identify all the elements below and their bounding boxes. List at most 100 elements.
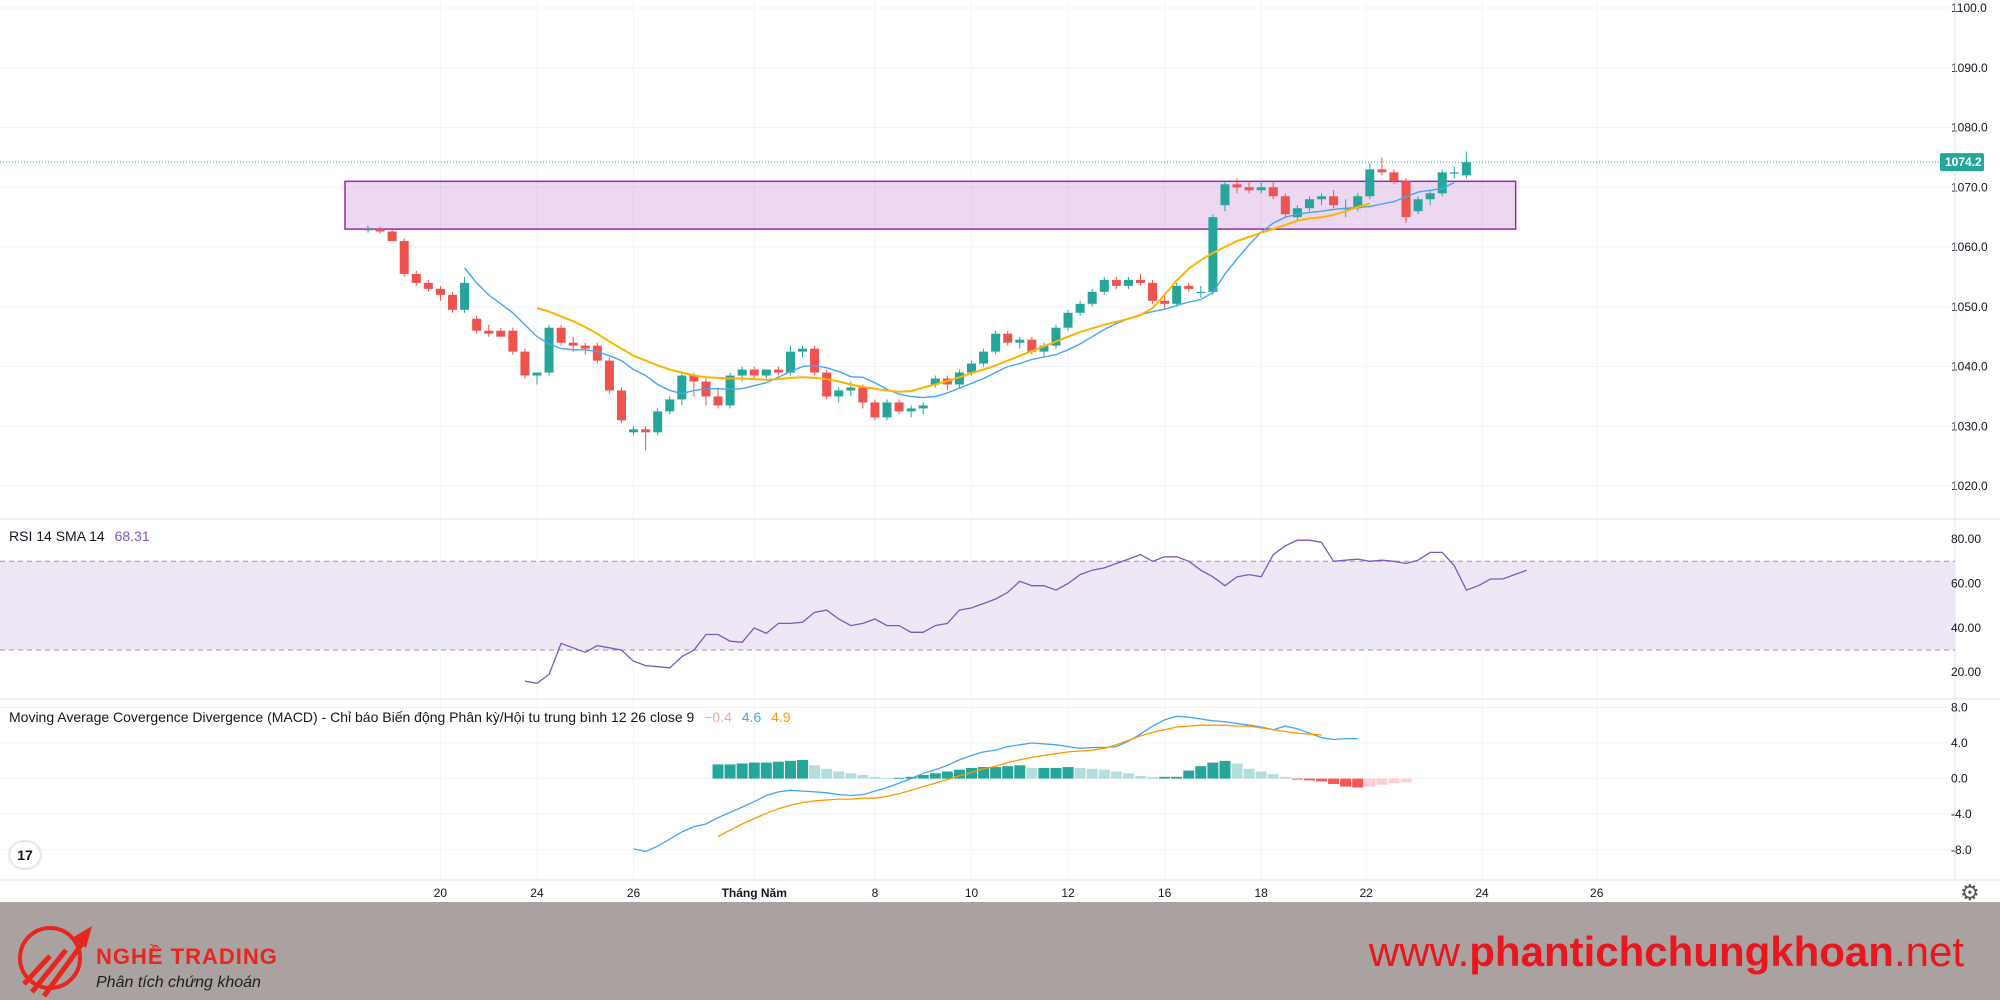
macd-histogram-bar — [905, 776, 917, 779]
macd-histogram-bar — [917, 775, 929, 779]
macd-legend-name: Moving Average Covergence Divergence (MA… — [9, 709, 695, 725]
candle — [1292, 205, 1302, 221]
candle-body — [411, 273, 421, 283]
candle — [689, 372, 699, 397]
candle — [556, 324, 566, 346]
macd-histogram-bar — [893, 777, 905, 779]
macd-histogram-bar — [1134, 775, 1146, 779]
macd-histogram-bar — [869, 776, 881, 779]
tradingview-logo-icon[interactable]: 17 — [10, 842, 40, 868]
rsi-legend[interactable]: RSI 14 SMA 14 68.31 — [9, 528, 156, 544]
candle — [1003, 330, 1013, 346]
gear-icon[interactable]: ⚙ — [1960, 880, 1980, 905]
candle-body — [822, 372, 832, 397]
time-axis-label: 10 — [965, 886, 979, 900]
stock-chart[interactable]: 1020.01030.01040.01050.01060.01070.01080… — [0, 0, 2000, 902]
macd-axis-label: -8.0 — [1951, 843, 1972, 857]
candle-body — [435, 288, 445, 295]
rsi-legend-value: 68.31 — [114, 528, 150, 544]
macd-histogram-bar — [1050, 767, 1062, 779]
candle-body — [1329, 196, 1339, 206]
macd-histogram-bar — [1183, 770, 1195, 779]
macd-histogram-bar — [1074, 767, 1086, 779]
macd-signal-line — [717, 724, 1322, 837]
candle — [1172, 282, 1182, 307]
time-axis-label: 22 — [1360, 886, 1374, 900]
candle — [1437, 169, 1447, 197]
candle-body — [1232, 184, 1242, 188]
macd-histogram-bar — [784, 760, 796, 779]
macd-axis-label: 4.0 — [1951, 736, 1968, 750]
candle — [894, 399, 904, 415]
candle-body — [979, 351, 989, 364]
candle-body — [954, 372, 964, 385]
macd-histogram-bar — [797, 759, 809, 779]
candle — [1256, 181, 1266, 194]
macd-histogram-bar — [1026, 767, 1038, 779]
macd-legend[interactable]: Moving Average Covergence Divergence (MA… — [9, 709, 797, 725]
candle — [447, 291, 457, 313]
macd-histogram-bar — [1207, 762, 1219, 779]
candle-body — [930, 378, 940, 385]
candle — [411, 270, 421, 286]
candle-body — [846, 387, 856, 391]
candle — [484, 324, 494, 337]
candle — [423, 279, 433, 292]
candle-body — [665, 399, 675, 412]
candle-body — [629, 429, 639, 433]
candle-body — [472, 318, 482, 331]
price-axis-label: 1070.0 — [1951, 180, 1988, 194]
candle — [653, 408, 663, 436]
candle-body — [1317, 196, 1327, 200]
brand-tagline: Phân tích chứng khoán — [96, 974, 261, 991]
candle-body — [1039, 345, 1049, 352]
candle-body — [1280, 196, 1290, 215]
macd-histogram-bar — [821, 768, 833, 779]
candle — [363, 225, 373, 233]
candle-body — [1437, 172, 1447, 194]
macd-histogram-bar — [1267, 774, 1279, 779]
macd-line — [633, 715, 1358, 853]
candle — [435, 285, 445, 301]
candle-body — [761, 369, 771, 376]
rsi-legend-name: RSI 14 SMA 14 — [9, 528, 105, 544]
macd-histogram-bar — [1098, 769, 1110, 779]
website-prefix: www. — [1368, 928, 1470, 975]
macd-histogram-bar — [1014, 765, 1026, 779]
candle-body — [580, 345, 590, 349]
candle — [1425, 190, 1435, 206]
candle-body — [1027, 339, 1037, 352]
candle — [387, 229, 397, 242]
candle — [1365, 163, 1375, 200]
macd-legend-signal-value: 4.9 — [771, 709, 791, 725]
candle-body — [991, 333, 1001, 352]
macd-histogram-bar — [1364, 778, 1376, 787]
candle — [677, 372, 687, 406]
candle-body — [894, 402, 904, 412]
macd-histogram-bar — [1388, 778, 1400, 784]
macd-histogram-bar — [857, 775, 869, 779]
candle-body — [882, 402, 892, 418]
candle — [1304, 196, 1314, 212]
last-price-label: 1074.2 — [1945, 155, 1982, 169]
macd-histogram-bar — [1303, 778, 1315, 781]
candle — [472, 315, 482, 334]
candle — [1015, 336, 1025, 349]
macd-histogram-bar — [1352, 778, 1364, 788]
candle-body — [1220, 184, 1230, 206]
candle — [1051, 324, 1061, 349]
rsi-line — [524, 539, 1527, 684]
candle — [604, 357, 614, 394]
candle-body — [641, 429, 651, 433]
candle — [1389, 169, 1399, 185]
candle-body — [1353, 196, 1363, 209]
website-link[interactable]: www.phantichchungkhoan.net — [1369, 928, 1964, 976]
macd-histogram-bar — [833, 771, 845, 779]
macd-histogram-bar — [941, 771, 953, 779]
macd-histogram-bar — [966, 767, 977, 779]
candle-body — [1051, 327, 1061, 346]
macd-histogram-bar — [724, 764, 736, 779]
candle — [1184, 282, 1194, 292]
macd-histogram-bar — [1171, 776, 1183, 779]
candle-body — [785, 351, 795, 373]
